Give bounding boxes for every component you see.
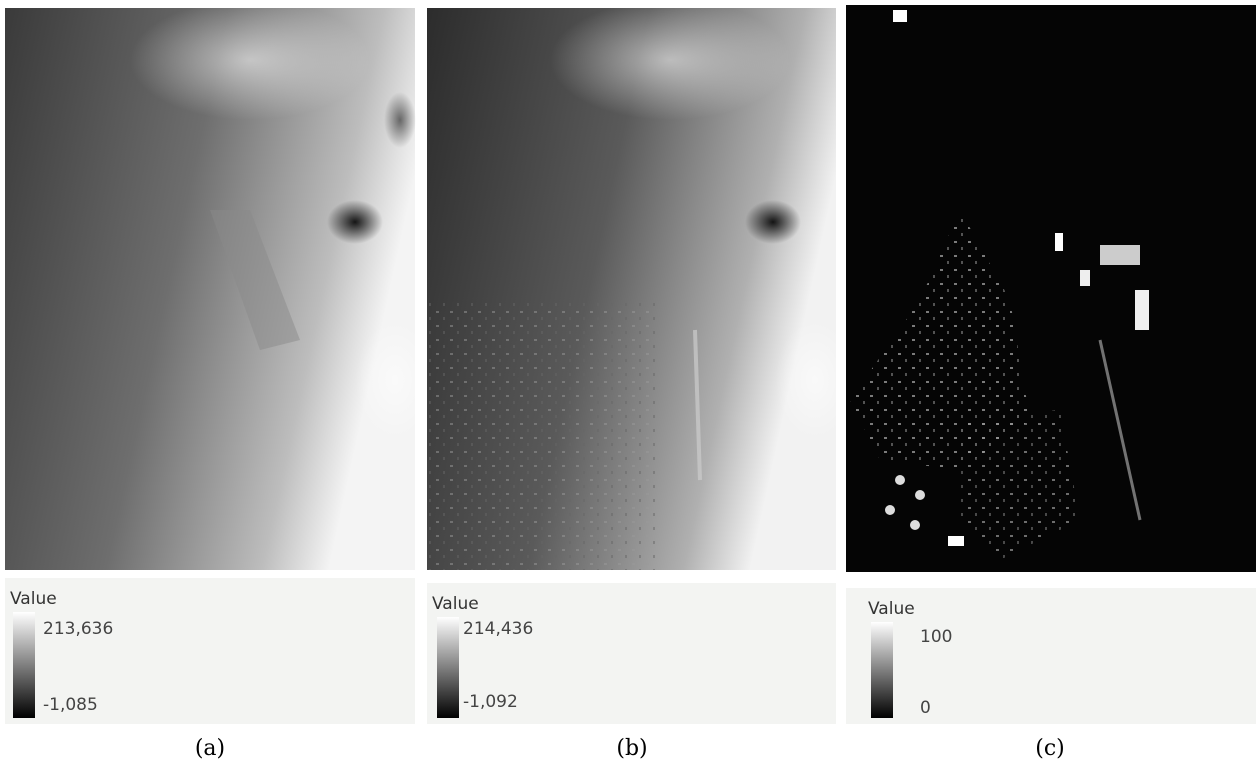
raster-a <box>5 0 435 570</box>
legend-title: Value <box>10 589 57 609</box>
legend-max: 214,436 <box>463 619 533 639</box>
legend-b: Value 214,436 -1,092 <box>427 583 836 724</box>
legend-title: Value <box>868 599 915 619</box>
figure: Value 213,636 -1,085 Value 214,436 -1,09… <box>0 0 1256 769</box>
legend-c: Value 100 0 <box>846 588 1256 724</box>
caption: (b) <box>616 736 647 761</box>
legend-min: -1,092 <box>463 692 518 712</box>
raster-c <box>846 5 1256 572</box>
caption: (c) <box>1035 736 1065 761</box>
legend-max: 100 <box>920 627 952 647</box>
legend-min: -1,085 <box>43 695 98 715</box>
legend-min: 0 <box>920 698 931 718</box>
legend-a: Value 213,636 -1,085 <box>5 578 415 724</box>
legend-max: 213,636 <box>43 619 113 639</box>
raster-b <box>427 0 855 570</box>
legend-title: Value <box>432 594 479 614</box>
color-ramp <box>13 612 35 718</box>
color-ramp <box>871 622 893 718</box>
color-ramp <box>437 617 459 718</box>
caption: (a) <box>195 736 225 761</box>
